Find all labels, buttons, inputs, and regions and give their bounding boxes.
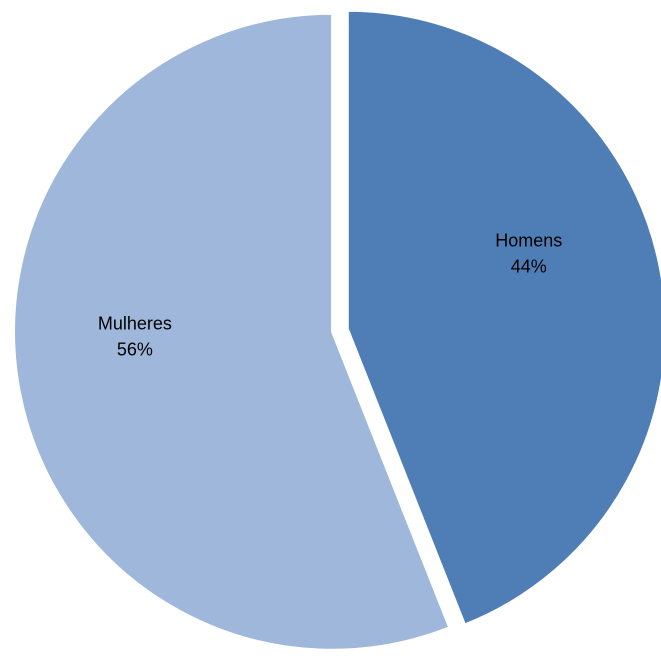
pie-slice-homens	[346, 9, 661, 626]
pie-label-percent-homens: 44%	[511, 256, 547, 276]
pie-label-name-mulheres: Mulheres	[98, 313, 172, 333]
pie-slice-mulheres	[13, 12, 451, 651]
pie-slices	[13, 9, 661, 651]
pie-label-name-homens: Homens	[495, 230, 562, 250]
pie-labels: Homens 44% Mulheres 56%	[98, 230, 562, 359]
pie-label-percent-mulheres: 56%	[117, 339, 153, 359]
